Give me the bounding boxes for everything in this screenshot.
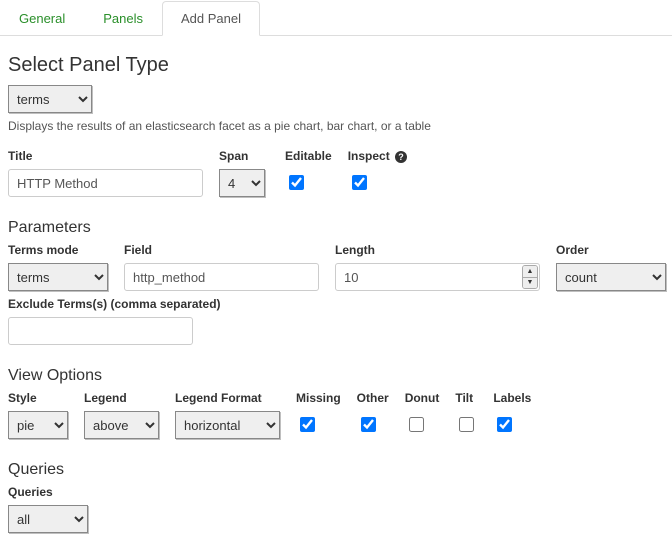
tab-general[interactable]: General <box>0 1 84 36</box>
tilt-checkbox[interactable] <box>459 417 474 432</box>
exclude-terms-input[interactable] <box>8 317 193 345</box>
terms-mode-label: Terms mode <box>8 243 108 257</box>
parameters-heading: Parameters <box>8 219 672 237</box>
order-label: Order <box>556 243 666 257</box>
queries-select[interactable]: all <box>8 505 88 533</box>
labels-label: Labels <box>493 391 531 405</box>
panel-type-select[interactable]: terms <box>8 85 92 113</box>
order-select[interactable]: count <box>556 263 666 291</box>
view-options-heading: View Options <box>8 367 672 385</box>
other-checkbox[interactable] <box>361 417 376 432</box>
tab-panels[interactable]: Panels <box>84 1 162 36</box>
help-icon[interactable]: ? <box>395 151 407 163</box>
editable-label: Editable <box>285 149 332 163</box>
tilt-label: Tilt <box>455 391 477 405</box>
tab-bar: General Panels Add Panel <box>0 0 672 36</box>
spinner-down-icon[interactable]: ▼ <box>523 278 537 289</box>
panel-type-description: Displays the results of an elasticsearch… <box>8 119 672 133</box>
legend-format-label: Legend Format <box>175 391 280 405</box>
donut-checkbox[interactable] <box>409 417 424 432</box>
labels-checkbox[interactable] <box>497 417 512 432</box>
queries-heading: Queries <box>8 461 672 479</box>
title-label: Title <box>8 149 203 163</box>
style-label: Style <box>8 391 68 405</box>
inspect-checkbox[interactable] <box>352 175 367 190</box>
terms-mode-select[interactable]: terms <box>8 263 108 291</box>
missing-label: Missing <box>296 391 341 405</box>
span-label: Span <box>219 149 269 163</box>
field-input[interactable] <box>124 263 319 291</box>
span-select[interactable]: 4 <box>219 169 265 197</box>
donut-label: Donut <box>405 391 440 405</box>
length-label: Length <box>335 243 540 257</box>
field-label: Field <box>124 243 319 257</box>
tab-add-panel[interactable]: Add Panel <box>162 1 260 36</box>
length-spinner[interactable]: ▲ ▼ <box>522 265 538 289</box>
style-select[interactable]: pie <box>8 411 68 439</box>
legend-label: Legend <box>84 391 159 405</box>
queries-label: Queries <box>8 485 88 499</box>
legend-format-select[interactable]: horizontal <box>175 411 280 439</box>
length-input[interactable] <box>335 263 540 291</box>
spinner-up-icon[interactable]: ▲ <box>523 266 537 278</box>
title-input[interactable] <box>8 169 203 197</box>
other-label: Other <box>357 391 389 405</box>
editable-checkbox[interactable] <box>289 175 304 190</box>
exclude-terms-label: Exclude Terms(s) (comma separated) <box>8 297 193 311</box>
select-panel-type-heading: Select Panel Type <box>8 54 672 77</box>
inspect-label: Inspect ? <box>348 149 407 163</box>
legend-select[interactable]: above <box>84 411 159 439</box>
missing-checkbox[interactable] <box>300 417 315 432</box>
